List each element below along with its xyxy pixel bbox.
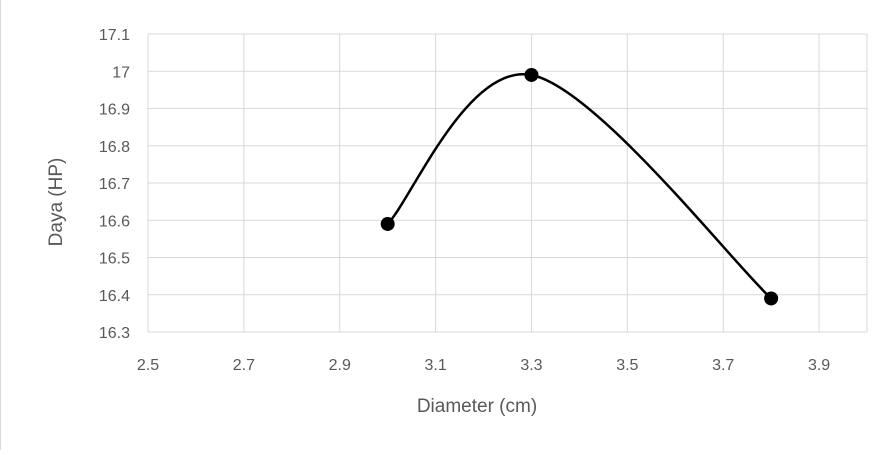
y-tick-label: 16.3 [99, 325, 130, 342]
x-axis-title: Diameter (cm) [417, 396, 537, 417]
y-axis-ticks: 16.3 16.4 16.5 16.6 16.7 16.8 16.9 17 17.1 [99, 27, 130, 342]
y-axis-title: Daya (HP) [46, 158, 67, 247]
x-tick-label: 3.3 [520, 357, 542, 374]
series-points [380, 67, 779, 306]
data-point [764, 291, 779, 306]
y-tick-label: 16.9 [99, 102, 130, 119]
series-smooth-line [386, 73, 772, 300]
data-point [524, 67, 539, 82]
x-tick-label: 2.5 [137, 357, 159, 374]
data-point [380, 216, 395, 231]
y-tick-label: 17 [112, 64, 130, 81]
y-tick-label: 16.4 [99, 288, 130, 305]
x-axis-ticks: 2.5 2.7 2.9 3.1 3.3 3.5 3.7 3.9 [137, 357, 830, 374]
y-tick-label: 16.7 [99, 176, 130, 193]
x-tick-label: 3.9 [808, 357, 830, 374]
x-tick-label: 3.5 [616, 357, 638, 374]
x-tick-label: 3.7 [712, 357, 734, 374]
x-tick-label: 2.9 [329, 357, 351, 374]
x-tick-label: 2.7 [233, 357, 255, 374]
grid-lines [147, 33, 868, 333]
y-tick-label: 16.8 [99, 139, 130, 156]
x-tick-label: 3.1 [424, 357, 446, 374]
y-tick-label: 16.6 [99, 213, 130, 230]
y-tick-label: 17.1 [99, 27, 130, 44]
y-tick-label: 16.5 [99, 251, 130, 268]
